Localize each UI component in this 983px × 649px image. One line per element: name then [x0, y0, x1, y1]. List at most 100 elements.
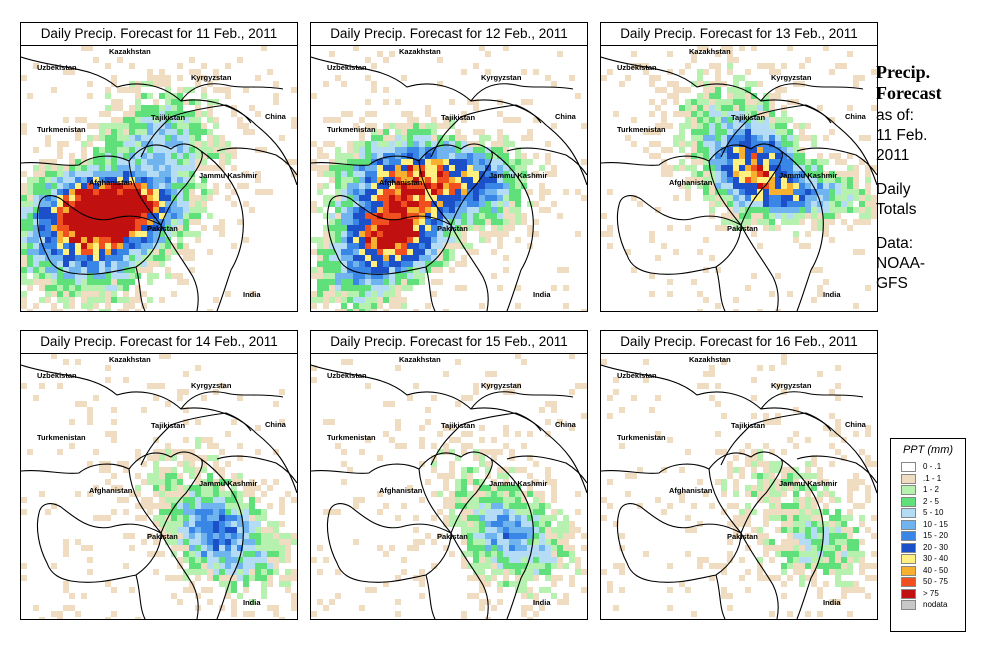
precip-cell — [39, 171, 45, 177]
precip-cell — [413, 165, 419, 171]
precip-cell — [709, 371, 715, 377]
precip-cell — [817, 509, 823, 515]
precip-cell — [467, 171, 473, 177]
precip-cell — [201, 539, 207, 545]
precip-cell — [159, 521, 165, 527]
precip-cell — [527, 99, 533, 105]
precip-cell — [545, 539, 551, 545]
boundary-line — [140, 412, 252, 466]
precip-cell — [183, 231, 189, 237]
precip-cell — [99, 213, 105, 219]
precip-cell — [703, 297, 709, 303]
precip-cell — [515, 171, 521, 177]
precip-cell — [769, 141, 775, 147]
precip-cell — [389, 303, 395, 309]
precip-cell — [111, 279, 117, 285]
precip-cell — [739, 213, 745, 219]
precip-cell — [509, 201, 515, 207]
precip-cell — [171, 291, 177, 297]
precip-cell — [805, 611, 811, 617]
precip-cell — [865, 285, 871, 291]
precip-cell — [171, 491, 177, 497]
precip-cell — [503, 515, 509, 521]
precip-cell — [171, 195, 177, 201]
precip-cell — [177, 243, 183, 249]
precip-cell — [787, 545, 793, 551]
precip-cell — [63, 359, 69, 365]
precip-cell — [383, 153, 389, 159]
precip-cell — [491, 249, 497, 255]
precip-cell — [39, 243, 45, 249]
precip-cell — [449, 147, 455, 153]
precip-cell — [419, 255, 425, 261]
precip-cell — [757, 201, 763, 207]
precip-cell — [425, 267, 431, 273]
precip-cell — [123, 189, 129, 195]
precip-cell — [419, 207, 425, 213]
precip-cell — [159, 515, 165, 521]
precip-cell — [745, 213, 751, 219]
precip-cell — [497, 491, 503, 497]
precip-cell — [329, 261, 335, 267]
precip-cell — [443, 153, 449, 159]
map-label-tajikistan: Tajikistan — [441, 113, 475, 122]
precip-cell — [473, 165, 479, 171]
precip-cell — [171, 141, 177, 147]
precip-cell — [805, 159, 811, 165]
precip-cell — [365, 309, 371, 311]
precip-cell — [655, 153, 661, 159]
precip-cell — [715, 51, 721, 57]
precip-cell — [515, 539, 521, 545]
precip-cell — [111, 183, 117, 189]
precip-cell — [691, 503, 697, 509]
precip-cell — [619, 545, 625, 551]
map-label-turkmenistan: Turkmenistan — [37, 433, 86, 442]
precip-cell — [479, 587, 485, 593]
precip-cell — [371, 177, 377, 183]
precip-cell — [317, 285, 323, 291]
precip-cell — [865, 135, 871, 141]
precip-cell — [491, 371, 497, 377]
precip-cell — [769, 491, 775, 497]
precip-cell — [141, 117, 147, 123]
precip-cell — [69, 291, 75, 297]
precip-cell — [183, 521, 189, 527]
precip-cell — [207, 587, 213, 593]
precip-cell — [267, 539, 273, 545]
precip-cell — [715, 303, 721, 309]
precip-cell — [111, 123, 117, 129]
map-label-turkmenistan: Turkmenistan — [617, 125, 666, 134]
precip-cell — [311, 291, 317, 297]
precip-cell — [347, 297, 353, 303]
precip-cell — [317, 569, 323, 575]
precip-cell — [383, 207, 389, 213]
precip-cell — [607, 69, 613, 75]
map-label-kyrgyzstan: Kyrgyzstan — [481, 73, 522, 82]
precip-cell — [237, 551, 243, 557]
precip-cell — [859, 75, 865, 81]
precip-cell — [781, 359, 787, 365]
precip-cell — [551, 563, 557, 569]
precip-cell — [479, 539, 485, 545]
precip-cell — [135, 237, 141, 243]
precip-cell — [207, 491, 213, 497]
precip-cell — [497, 219, 503, 225]
precip-cell — [479, 455, 485, 461]
precip-cell — [407, 177, 413, 183]
precip-cell — [189, 231, 195, 237]
precip-cell — [799, 189, 805, 195]
precip-cell — [69, 153, 75, 159]
precip-cell — [461, 231, 467, 237]
precip-cell — [859, 551, 865, 557]
precip-cell — [563, 515, 569, 521]
precip-cell — [129, 183, 135, 189]
precip-cell — [165, 201, 171, 207]
precip-cell — [479, 129, 485, 135]
precip-cell — [365, 207, 371, 213]
precip-cell — [317, 255, 323, 261]
precip-cell — [329, 117, 335, 123]
precip-cell — [455, 177, 461, 183]
precip-cell — [781, 129, 787, 135]
precip-cell — [745, 165, 751, 171]
